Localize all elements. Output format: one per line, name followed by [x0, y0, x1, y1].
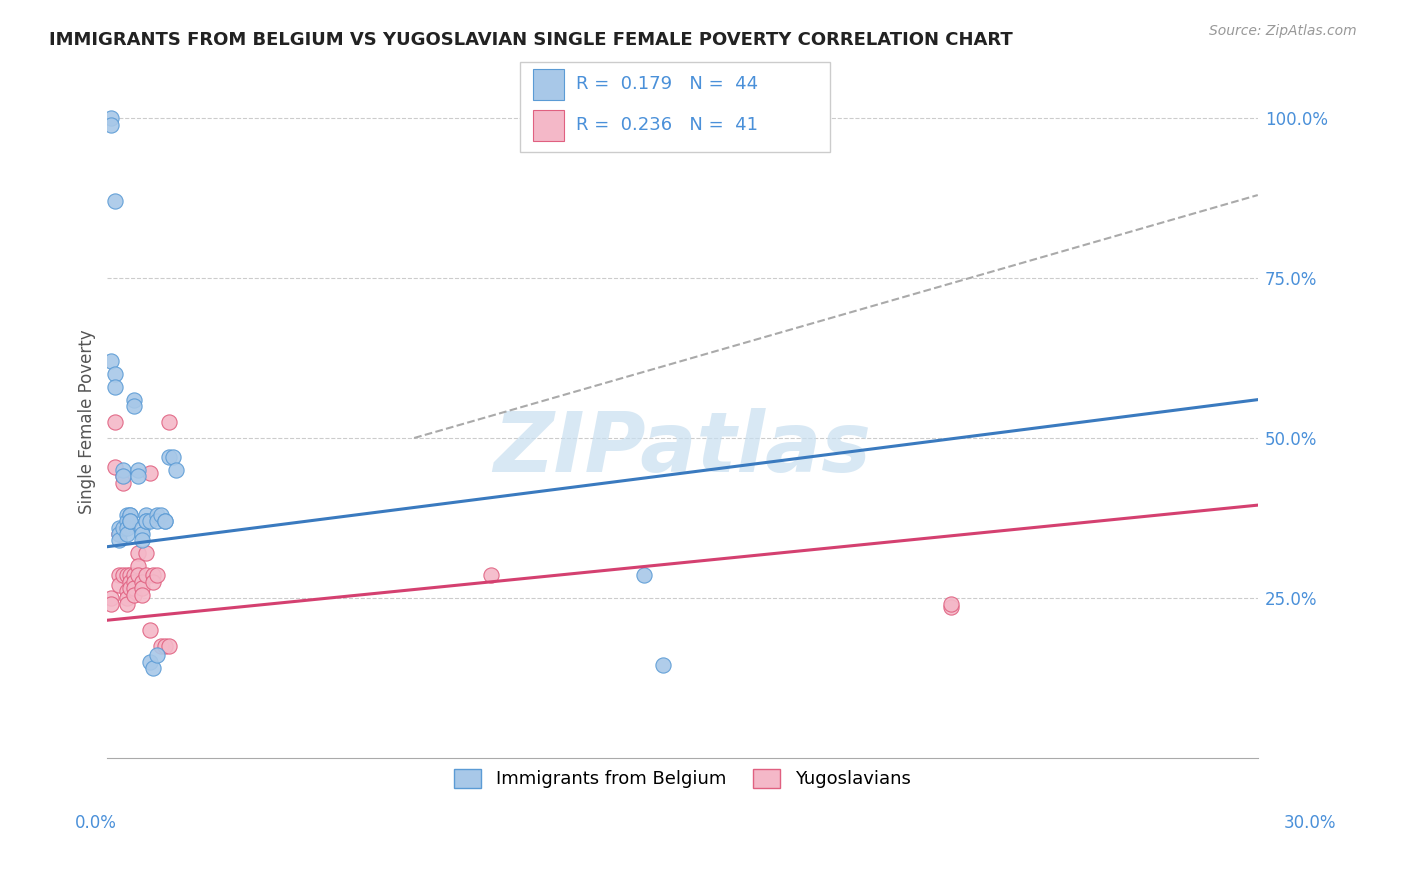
Point [127, 558, 149, 573]
Point [165, 463, 187, 477]
Point [146, 508, 169, 522]
Legend: Immigrants from Belgium, Yugoslavians: Immigrants from Belgium, Yugoslavians [447, 762, 918, 796]
Point [939, 600, 962, 615]
Point [100, 354, 122, 368]
Point [104, 194, 127, 209]
Point [127, 463, 149, 477]
Point [146, 568, 169, 582]
Point [111, 469, 134, 483]
Point [122, 581, 145, 595]
Point [157, 639, 180, 653]
Y-axis label: Single Female Poverty: Single Female Poverty [79, 330, 96, 515]
Point [146, 514, 169, 528]
Point [115, 508, 138, 522]
Point [153, 514, 176, 528]
Point [115, 514, 138, 528]
Point [652, 657, 675, 672]
Point [131, 527, 153, 541]
Point [142, 574, 165, 589]
Point [115, 520, 138, 534]
Point [127, 469, 149, 483]
Point [157, 415, 180, 429]
Text: IMMIGRANTS FROM BELGIUM VS YUGOSLAVIAN SINGLE FEMALE POVERTY CORRELATION CHART: IMMIGRANTS FROM BELGIUM VS YUGOSLAVIAN S… [49, 31, 1012, 49]
Point [138, 514, 160, 528]
Text: R =  0.236   N =  41: R = 0.236 N = 41 [576, 116, 758, 134]
Point [122, 574, 145, 589]
Point [120, 574, 142, 589]
Point [135, 514, 157, 528]
Point [115, 597, 138, 611]
Point [138, 655, 160, 669]
Point [108, 578, 131, 592]
Bar [533, 110, 564, 141]
Point [120, 581, 142, 595]
Point [104, 415, 127, 429]
Point [135, 508, 157, 522]
Point [142, 568, 165, 582]
Point [111, 463, 134, 477]
Point [100, 591, 122, 605]
Point [131, 588, 153, 602]
Text: 0.0%: 0.0% [75, 814, 117, 831]
Point [120, 568, 142, 582]
Text: ZIPatlas: ZIPatlas [494, 409, 872, 490]
Point [108, 568, 131, 582]
Point [100, 112, 122, 126]
Point [127, 546, 149, 560]
Point [111, 475, 134, 490]
Point [111, 520, 134, 534]
Point [115, 568, 138, 582]
Point [127, 568, 149, 582]
Point [120, 508, 142, 522]
Point [142, 661, 165, 675]
Point [135, 514, 157, 528]
Point [120, 508, 142, 522]
Point [131, 581, 153, 595]
Point [120, 514, 142, 528]
Point [633, 568, 655, 582]
Point [135, 568, 157, 582]
Point [108, 520, 131, 534]
Point [120, 514, 142, 528]
Point [146, 648, 169, 663]
Point [153, 514, 176, 528]
Point [104, 367, 127, 381]
Point [108, 527, 131, 541]
Point [122, 588, 145, 602]
Point [122, 392, 145, 407]
Point [122, 568, 145, 582]
Point [153, 639, 176, 653]
Point [131, 520, 153, 534]
Point [135, 546, 157, 560]
Point [150, 639, 173, 653]
Point [115, 591, 138, 605]
Point [104, 380, 127, 394]
Text: R =  0.179   N =  44: R = 0.179 N = 44 [576, 75, 758, 94]
Point [108, 533, 131, 548]
Bar [533, 69, 564, 100]
Text: 30.0%: 30.0% [1284, 814, 1337, 831]
Point [111, 469, 134, 483]
Point [115, 527, 138, 541]
Point [939, 597, 962, 611]
Point [162, 450, 184, 465]
Point [131, 533, 153, 548]
Point [100, 597, 122, 611]
Point [150, 508, 173, 522]
Point [111, 568, 134, 582]
Point [131, 574, 153, 589]
Point [138, 623, 160, 637]
Text: Source: ZipAtlas.com: Source: ZipAtlas.com [1209, 24, 1357, 38]
Point [115, 584, 138, 599]
Point [108, 527, 131, 541]
Point [138, 466, 160, 480]
Point [100, 118, 122, 132]
FancyBboxPatch shape [520, 62, 830, 152]
Point [122, 399, 145, 413]
Point [104, 459, 127, 474]
Point [157, 450, 180, 465]
Point [479, 568, 502, 582]
